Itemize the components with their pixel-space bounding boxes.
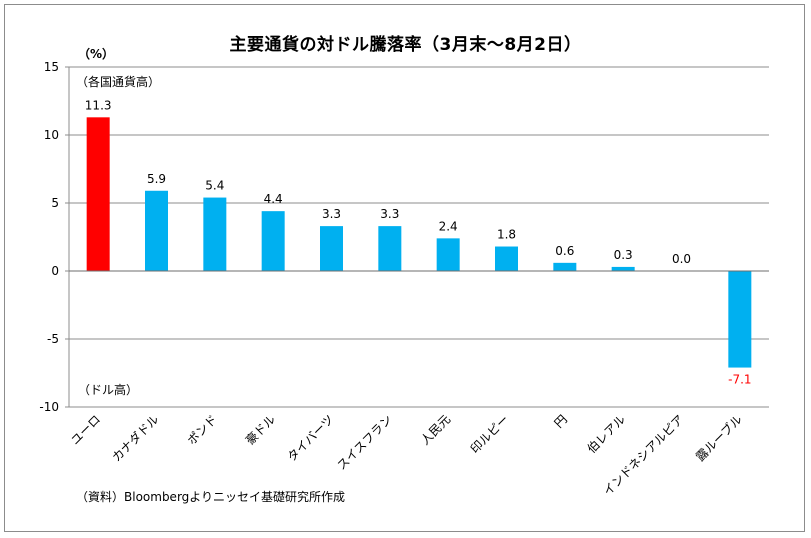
data-label: 5.4	[205, 179, 224, 193]
bar-1	[86, 117, 110, 271]
chart-frame	[4, 4, 805, 532]
bar-3	[203, 197, 227, 271]
y-unit-label: （%）	[78, 47, 115, 61]
data-label: 3.3	[322, 207, 341, 221]
category-label: 露ルーブル	[692, 412, 745, 465]
category-label: ポンド	[185, 412, 220, 447]
bar-4	[261, 211, 285, 271]
lower-note: （ドル高）	[78, 382, 138, 397]
bar-8	[495, 246, 518, 271]
data-label: 0.3	[614, 248, 633, 262]
y-tick-label: 10	[44, 128, 59, 142]
data-label: 0.0	[672, 252, 691, 266]
category-label: タイバーツ	[285, 412, 337, 464]
data-label: 11.3	[85, 98, 112, 112]
bar-2	[145, 190, 168, 271]
category-label: 人民元	[418, 412, 453, 447]
source-note: （資料）Bloombergよりニッセイ基礎研究所作成	[76, 490, 346, 504]
bar-7	[436, 238, 460, 271]
y-tick-label: -10	[39, 400, 59, 414]
y-tick-label: 15	[44, 60, 59, 74]
data-label: 2.4	[439, 219, 458, 233]
bar-12	[728, 271, 752, 368]
category-label: 印ルピー	[468, 412, 512, 456]
category-label: スイスフラン	[334, 412, 395, 473]
category-label: 伯レアル	[584, 412, 628, 456]
y-tick-label: 0	[51, 264, 59, 278]
data-label: 0.6	[555, 244, 574, 258]
category-label: ユーロ	[68, 412, 103, 447]
category-label: 豪ドル	[242, 412, 278, 448]
data-label: 3.3	[380, 207, 399, 221]
data-label: -7.1	[728, 373, 751, 387]
data-label: 1.8	[497, 228, 516, 242]
data-label: 5.9	[147, 172, 166, 186]
chart-title: 主要通貨の対ドル騰落率（3月末～8月2日）	[229, 35, 582, 55]
category-label: カナダドル	[109, 412, 162, 465]
bar-10	[611, 266, 635, 271]
data-label: 4.4	[264, 192, 283, 206]
y-tick-label: -5	[47, 332, 59, 346]
bar-5	[320, 226, 343, 271]
bar-9	[553, 262, 577, 271]
y-tick-label: 5	[51, 196, 59, 210]
upper-note: （各国通貨高）	[76, 74, 160, 89]
bar-6	[378, 226, 402, 271]
category-label: 円	[552, 412, 570, 430]
